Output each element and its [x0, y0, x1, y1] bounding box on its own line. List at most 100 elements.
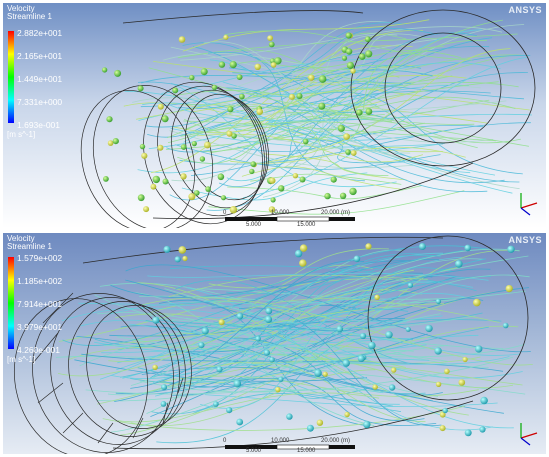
seed-sphere: [226, 130, 233, 137]
streamline: [174, 144, 441, 170]
streamline: [187, 287, 493, 431]
legend-value: 1.449e+001: [17, 74, 63, 84]
streamline: [305, 51, 421, 151]
seed-sphere: [288, 93, 295, 100]
streamline: [124, 91, 496, 176]
streamline: [183, 120, 496, 142]
seed-sphere: [270, 197, 276, 203]
seed-sphere: [391, 367, 397, 373]
streamline-render-bottom: [3, 233, 546, 454]
seed-sphere: [172, 87, 179, 94]
streamline: [130, 369, 376, 427]
seed-sphere: [198, 342, 205, 349]
streamlines: [123, 19, 533, 215]
seed-sphere: [139, 143, 146, 150]
legend-value-max: 1.579e+002: [17, 253, 63, 263]
streamline: [301, 91, 523, 175]
streamline: [172, 90, 392, 123]
streamline: [129, 291, 375, 427]
seed-sphere: [308, 74, 315, 81]
streamline: [169, 104, 533, 122]
streamline: [185, 333, 414, 359]
seed-sphere: [337, 124, 345, 132]
seed-spheres: [152, 243, 515, 437]
legend-value: 3.979e+001: [17, 322, 63, 332]
streamline: [173, 88, 385, 134]
color-legend-bar: [8, 31, 14, 123]
legend-unit: [m s^-1]: [7, 130, 36, 139]
legend-value: 7.914e+001: [17, 299, 63, 309]
streamline: [170, 128, 443, 148]
streamline: [189, 90, 491, 134]
seed-sphere: [191, 141, 197, 147]
streamline: [141, 297, 533, 366]
seed-sphere: [292, 173, 299, 179]
streamlines: [55, 245, 533, 444]
seed-sphere: [274, 57, 282, 65]
seed-sphere: [479, 426, 486, 433]
streamline: [229, 67, 412, 84]
seed-sphere: [442, 407, 448, 414]
seed-sphere: [336, 325, 344, 333]
seed-sphere: [263, 349, 270, 356]
seed-sphere: [365, 50, 373, 58]
streamline: [138, 325, 519, 385]
seed-sphere: [294, 249, 303, 258]
seed-sphere: [265, 307, 273, 315]
seed-sphere: [188, 193, 196, 201]
streamline: [268, 32, 407, 75]
seed-sphere: [157, 144, 164, 151]
streamline: [249, 267, 454, 362]
seed-sphere: [264, 315, 273, 323]
seed-sphere: [249, 168, 255, 175]
streamline: [61, 307, 388, 350]
seed-sphere: [342, 359, 350, 367]
legend-value-min: 1.693e-001: [17, 120, 61, 130]
seed-sphere: [107, 140, 114, 146]
seed-sphere: [217, 173, 225, 181]
seed-sphere: [141, 152, 148, 159]
seed-sphere: [306, 424, 314, 432]
legend-value: 2.165e+001: [17, 51, 63, 61]
streamline: [136, 74, 467, 120]
streamline: [145, 69, 433, 128]
streamline: [197, 361, 426, 423]
ansys-logo: ANSYS: [508, 235, 542, 245]
seed-sphere: [236, 418, 244, 426]
seed-sphere: [473, 298, 481, 307]
seed-sphere: [161, 384, 168, 391]
seed-sphere: [318, 75, 327, 83]
seed-sphere: [358, 53, 366, 60]
seed-sphere: [374, 294, 380, 300]
streamline: [300, 40, 488, 148]
streamline: [130, 260, 365, 389]
seed-sphere: [103, 176, 109, 182]
streamline: [110, 272, 423, 298]
streamline: [213, 258, 486, 329]
streamline: [203, 41, 399, 158]
seed-sphere: [106, 116, 113, 123]
streamline: [168, 274, 428, 298]
scale-label: 20.000 (m): [321, 438, 351, 444]
streamline: [162, 333, 428, 388]
seed-sphere: [239, 93, 245, 100]
seed-sphere: [267, 35, 273, 41]
seed-sphere: [194, 190, 200, 196]
seed-sphere: [505, 285, 513, 293]
seed-sphere: [363, 420, 371, 429]
streamline: [184, 274, 530, 361]
seed-sphere: [152, 364, 158, 370]
seed-sphere: [216, 366, 223, 373]
seed-sphere: [439, 411, 446, 418]
streamline: [198, 317, 520, 356]
seed-sphere: [229, 206, 238, 214]
seed-sphere: [458, 379, 466, 386]
seed-sphere: [152, 175, 160, 184]
scale-label: 0: [223, 210, 227, 216]
seed-sphere: [464, 244, 472, 252]
streamline: [162, 52, 405, 73]
streamline: [197, 133, 424, 163]
streamline: [120, 275, 492, 378]
seed-sphere: [101, 67, 108, 73]
seed-sphere: [316, 419, 324, 426]
